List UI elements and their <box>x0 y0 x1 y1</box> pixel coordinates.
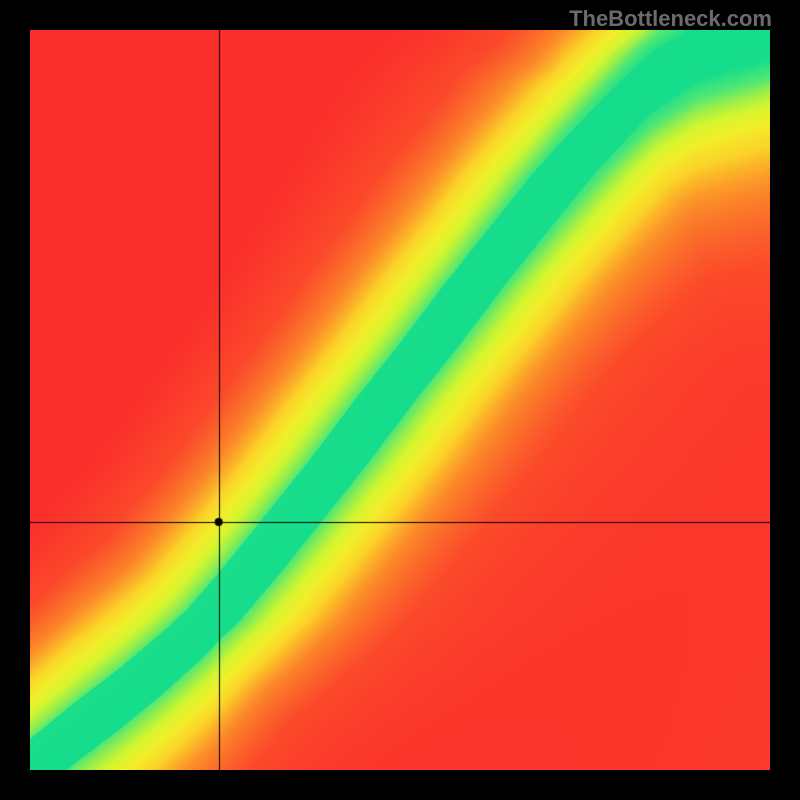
watermark-text: TheBottleneck.com <box>569 6 772 32</box>
bottleneck-heatmap <box>30 30 770 770</box>
chart-container: { "watermark": { "text": "TheBottleneck.… <box>0 0 800 800</box>
